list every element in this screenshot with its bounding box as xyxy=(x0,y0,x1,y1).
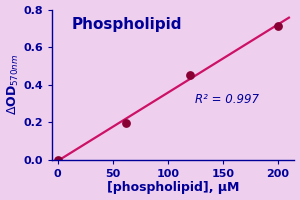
X-axis label: [phospholipid], μM: [phospholipid], μM xyxy=(107,181,239,194)
Point xyxy=(275,24,280,27)
Text: R² = 0.997: R² = 0.997 xyxy=(195,93,259,106)
Y-axis label: $\Delta$OD$_{570nm}$: $\Delta$OD$_{570nm}$ xyxy=(6,54,21,115)
Point xyxy=(55,158,60,161)
Text: Phospholipid: Phospholipid xyxy=(72,17,182,32)
Point xyxy=(124,121,128,124)
Point xyxy=(188,74,192,77)
